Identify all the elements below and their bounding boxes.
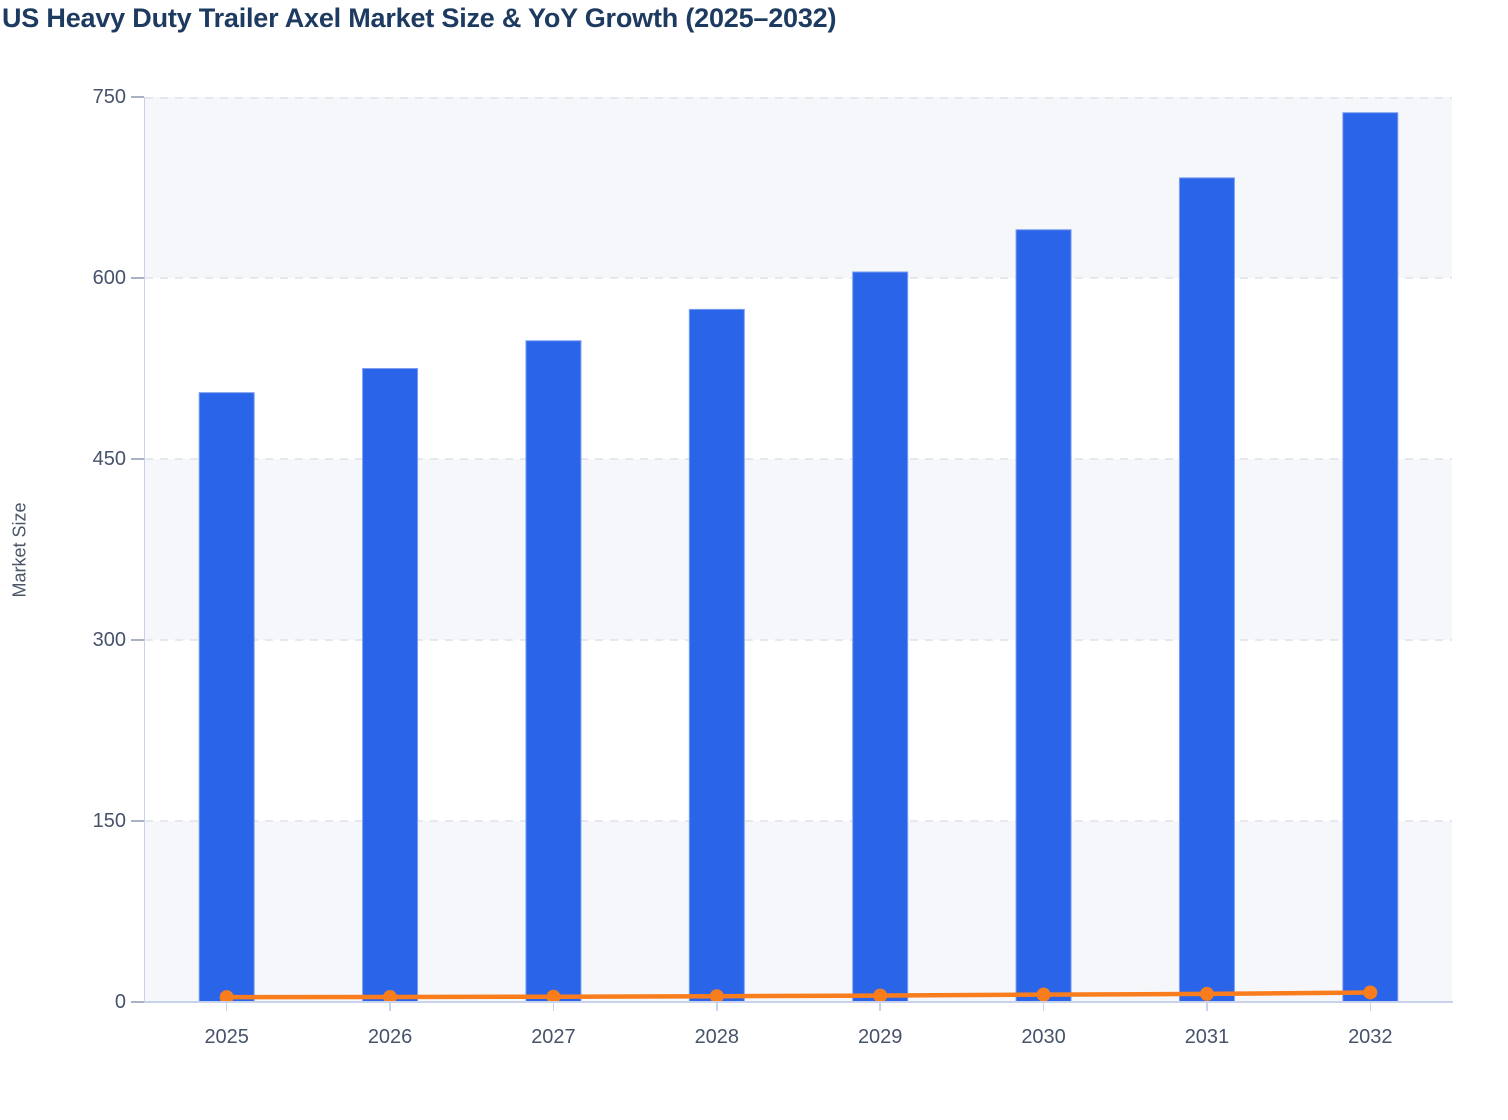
x-tick-mark-2026 xyxy=(389,1002,391,1011)
x-tick-mark-2031 xyxy=(1206,1002,1208,1011)
y-tick-mark-300 xyxy=(131,639,144,641)
y-tick-label-450: 450 xyxy=(92,448,126,470)
x-tick-mark-2025 xyxy=(225,1002,228,1011)
y-tick-mark-450 xyxy=(131,458,144,460)
x-tick-mark-2032 xyxy=(1369,1002,1372,1011)
yoy-marker-2032[interactable] xyxy=(1363,985,1378,1000)
plot-area xyxy=(145,97,1452,1002)
yoy-marker-2026[interactable] xyxy=(383,990,398,1002)
y-axis-title: Market Size xyxy=(9,502,30,598)
y-axis-line xyxy=(143,97,145,1002)
bar-2027[interactable] xyxy=(525,340,582,1002)
x-tick-label-2030: 2030 xyxy=(1021,1026,1066,1048)
y-tick-mark-150 xyxy=(131,820,144,822)
y-tick-label-600: 600 xyxy=(92,267,126,289)
x-tick-label-2025: 2025 xyxy=(204,1026,249,1048)
bar-2029[interactable] xyxy=(852,271,909,1002)
bar-2026[interactable] xyxy=(362,368,419,1003)
yoy-marker-2031[interactable] xyxy=(1199,986,1214,1001)
yoy-marker-2029[interactable] xyxy=(873,988,888,1002)
x-tick-label-2026: 2026 xyxy=(367,1026,413,1048)
y-tick-label-300: 300 xyxy=(92,629,126,651)
x-tick-label-2027: 2027 xyxy=(531,1026,576,1048)
x-tick-mark-2028 xyxy=(716,1002,718,1011)
yoy-growth-line xyxy=(224,990,1373,1000)
bar-2031[interactable] xyxy=(1178,177,1235,1002)
y-tick-mark-0 xyxy=(131,1001,144,1003)
plot-band xyxy=(145,821,1452,1002)
x-tick-mark-2029 xyxy=(879,1002,881,1011)
y-tick-label-750: 750 xyxy=(92,86,126,108)
x-tick-mark-2030 xyxy=(1042,1002,1045,1011)
y-tick-label-0: 0 xyxy=(114,991,126,1013)
plot-band xyxy=(145,459,1452,640)
x-tick-label-2032: 2032 xyxy=(1348,1026,1393,1048)
x-tick-mark-2027 xyxy=(552,1002,555,1011)
x-tick-label-2031: 2031 xyxy=(1184,1026,1230,1048)
bar-2025[interactable] xyxy=(198,392,255,1002)
yoy-marker-2030[interactable] xyxy=(1036,987,1051,1002)
y-tick-mark-600 xyxy=(131,277,144,279)
x-axis-line xyxy=(143,1001,1453,1003)
yoy-marker-2025[interactable] xyxy=(219,990,234,1002)
bar-2030[interactable] xyxy=(1015,229,1072,1002)
chart-title: US Heavy Duty Trailer Axel Market Size &… xyxy=(2,3,837,33)
x-tick-label-2029: 2029 xyxy=(857,1026,903,1048)
y-tick-label-150: 150 xyxy=(92,810,126,832)
bar-2032[interactable] xyxy=(1342,112,1399,1002)
bar-2028[interactable] xyxy=(688,308,745,1002)
yoy-marker-2027[interactable] xyxy=(546,989,561,1002)
plot-band xyxy=(145,97,1452,278)
y-tick-mark-750 xyxy=(131,96,144,98)
x-tick-label-2028: 2028 xyxy=(694,1026,740,1048)
yoy-marker-2028[interactable] xyxy=(709,989,724,1002)
